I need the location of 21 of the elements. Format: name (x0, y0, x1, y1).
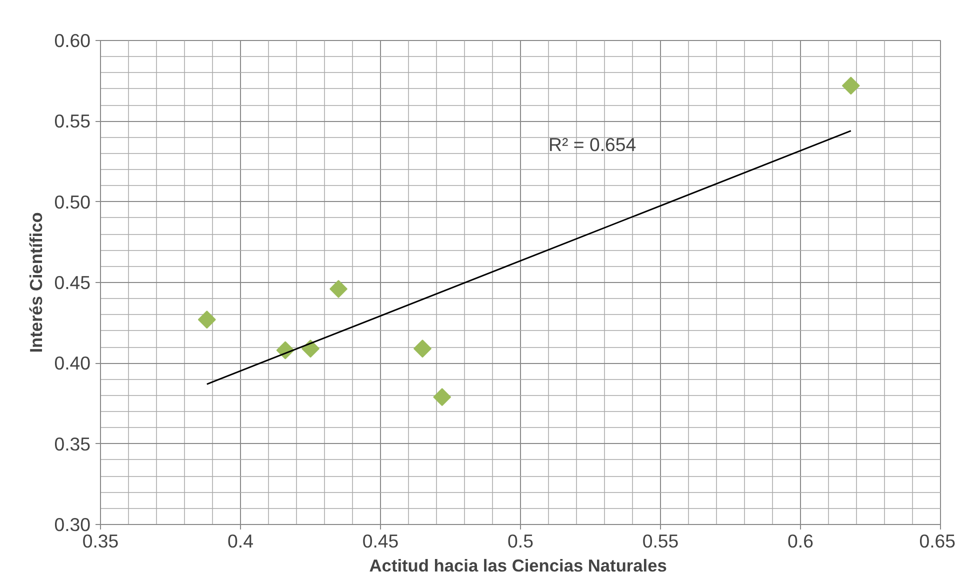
point (302, 340, 320, 358)
x-tick-label: 0.45 (362, 530, 399, 552)
y-tick-label: 0.45 (54, 272, 90, 293)
x-tick-label: 0.65 (919, 530, 956, 552)
y-tick-label: 0.35 (54, 433, 90, 454)
point (198, 310, 216, 329)
point (842, 76, 860, 95)
x-axis-title: Actitud hacia las Ciencias Naturales (369, 556, 667, 576)
x-tick-label: 0.5 (508, 530, 534, 552)
y-tick-label: 0.40 (54, 352, 90, 374)
point (433, 388, 452, 406)
x-tick-label: 0.55 (642, 530, 679, 552)
point (330, 280, 348, 298)
point (414, 340, 432, 358)
y-tick-label: 0.60 (54, 30, 90, 51)
y-tick-label: 0.50 (54, 191, 90, 212)
annotation: R² = 0.654 (548, 134, 636, 155)
y-tick-label: 0.55 (54, 110, 90, 132)
x-tick-label: 0.6 (788, 530, 814, 552)
x-tick-label: 0.4 (228, 530, 254, 552)
y-axis-title: Interés Científico (26, 212, 46, 353)
